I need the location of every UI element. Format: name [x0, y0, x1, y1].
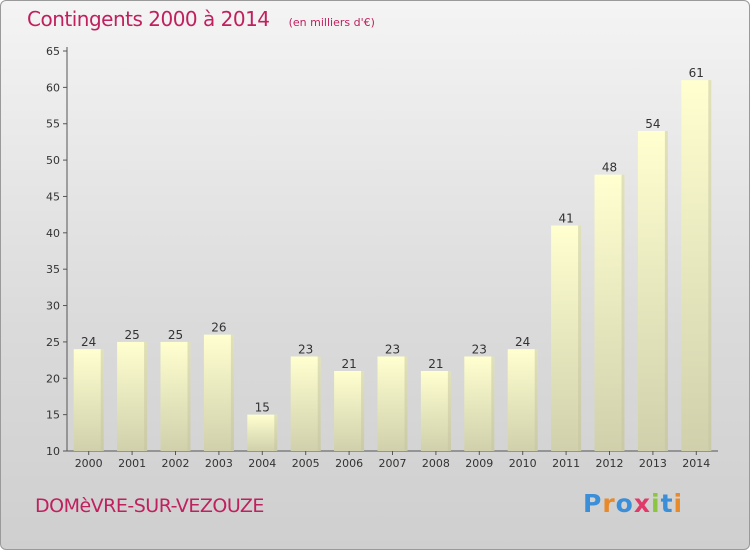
bar-shade [230, 334, 234, 451]
bar-shade [317, 356, 321, 451]
bar-shade [708, 80, 712, 451]
proxiti-logo[interactable]: Proxiti [583, 489, 684, 518]
data-label: 24 [81, 335, 96, 349]
x-tick-label: 2011 [552, 457, 580, 470]
data-label: 23 [472, 342, 487, 356]
data-label: 23 [385, 342, 400, 356]
x-tick-label: 2000 [75, 457, 103, 470]
bar [594, 174, 625, 452]
x-tick-label: 2010 [509, 457, 537, 470]
bar [551, 225, 582, 451]
y-tick-label: 45 [46, 190, 60, 203]
chart-title: Contingents 2000 à 2014 [27, 7, 270, 31]
y-tick-label: 30 [46, 300, 60, 313]
bar-shade [491, 356, 495, 451]
x-tick-label: 2013 [639, 457, 667, 470]
bar [637, 131, 668, 451]
x-tick-label: 2002 [162, 457, 190, 470]
bar-shade [447, 371, 451, 451]
x-tick-label: 2014 [682, 457, 710, 470]
y-tick-label: 65 [46, 45, 60, 58]
y-tick-label: 20 [46, 372, 60, 385]
bar-shade [621, 174, 625, 452]
data-label: 61 [689, 66, 704, 80]
x-tick-label: 2012 [596, 457, 624, 470]
data-label: 21 [428, 357, 443, 371]
bar [464, 356, 495, 451]
y-tick-label: 10 [46, 445, 60, 458]
data-label: 24 [515, 335, 530, 349]
bar [420, 371, 451, 451]
bar-shade [361, 371, 365, 451]
x-tick-label: 2004 [248, 457, 276, 470]
y-tick-label: 40 [46, 227, 60, 240]
data-label: 25 [168, 328, 183, 342]
bar [290, 356, 321, 451]
x-tick-label: 2008 [422, 457, 450, 470]
bar-shade [578, 225, 582, 451]
bar-shade [404, 356, 408, 451]
bar [247, 414, 278, 451]
bar [160, 341, 191, 451]
x-tick-label: 2001 [118, 457, 146, 470]
y-tick-label: 25 [46, 336, 60, 349]
x-tick-label: 2005 [292, 457, 320, 470]
bar [73, 349, 104, 451]
y-tick-label: 50 [46, 154, 60, 167]
x-tick-label: 2006 [335, 457, 363, 470]
commune-name: DOMèVRE-SUR-VEZOUZE [35, 495, 264, 517]
bar [377, 356, 408, 451]
bar [507, 349, 538, 451]
bar-shade [144, 341, 148, 451]
x-tick-label: 2009 [465, 457, 493, 470]
y-tick-label: 35 [46, 263, 60, 276]
data-label: 23 [298, 342, 313, 356]
bar [203, 334, 234, 451]
x-tick-label: 2003 [205, 457, 233, 470]
data-label: 15 [255, 401, 270, 415]
x-tick-label: 2007 [379, 457, 407, 470]
bar [117, 341, 148, 451]
bar [681, 80, 712, 451]
bar-shade [100, 349, 104, 451]
bar [334, 371, 365, 451]
data-label: 26 [211, 321, 226, 335]
bar-shade [274, 414, 278, 451]
chart-unit: (en milliers d'€) [288, 16, 375, 29]
data-label: 41 [558, 212, 573, 226]
y-tick-label: 15 [46, 409, 60, 422]
data-label: 21 [341, 357, 356, 371]
data-label: 54 [645, 117, 660, 131]
y-tick-label: 60 [46, 81, 60, 94]
data-label: 48 [602, 161, 617, 175]
bar-shade [534, 349, 538, 451]
data-label: 25 [124, 328, 139, 342]
title-row: Contingents 2000 à 2014 (en milliers d'€… [27, 7, 375, 31]
y-tick-label: 55 [46, 118, 60, 131]
bar-shade [187, 341, 191, 451]
bar-shade [664, 131, 668, 451]
